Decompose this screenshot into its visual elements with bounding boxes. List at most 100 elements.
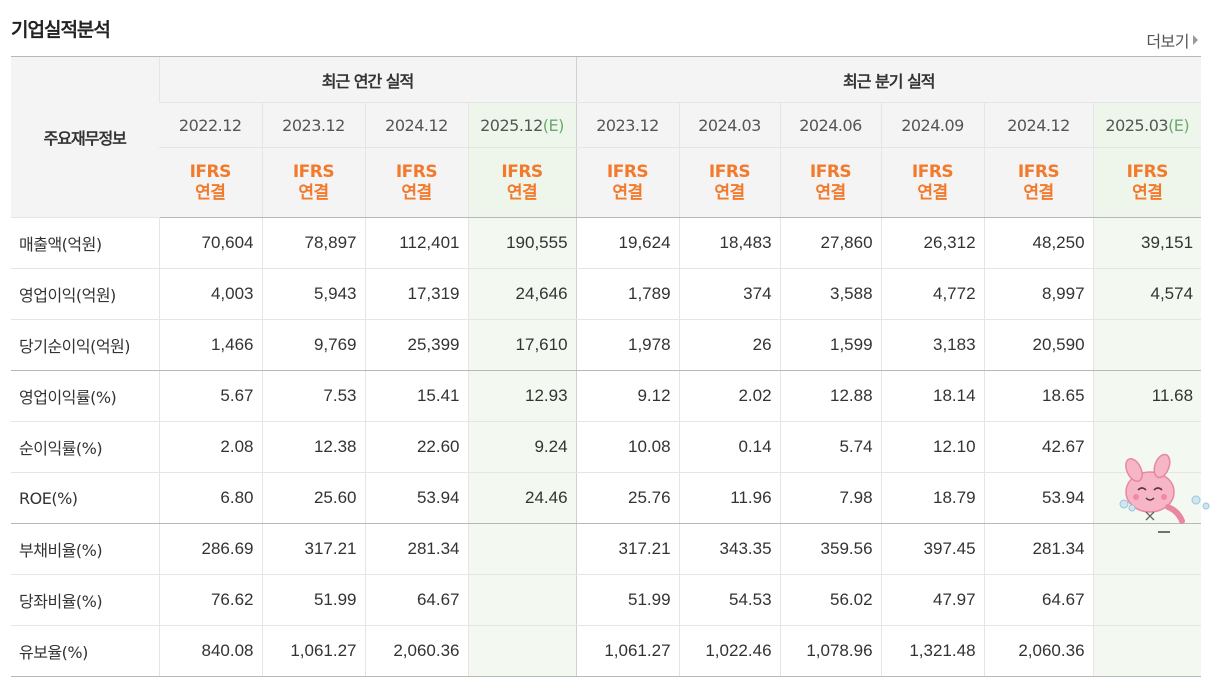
column-date-7: 2024.09	[880, 102, 985, 148]
row-label: 당기순이익(억원)	[11, 319, 159, 371]
table-cell: 5.67	[158, 370, 262, 422]
table-cell: 12.38	[261, 421, 365, 473]
table-cell: 27,860	[779, 217, 882, 269]
table-cell: 47.97	[880, 574, 985, 626]
triangle-right-icon	[1193, 35, 1198, 45]
table-cell: 6.80	[158, 472, 262, 524]
table-cell: 54.53	[678, 574, 781, 626]
table-cell: 281.34	[364, 523, 468, 575]
table-cell: 17,610	[467, 319, 577, 371]
table-cell: 53.94	[364, 472, 468, 524]
table-cell: 24,646	[467, 268, 577, 320]
table-cell: 286.69	[158, 523, 262, 575]
column-ifrs-8: IFRS 연결	[983, 147, 1094, 218]
table-cell: 2.02	[678, 370, 781, 422]
header-label: 주요재무정보	[11, 56, 159, 218]
ifrs-basis-label: 연결	[401, 182, 432, 203]
table-cell: 1,978	[575, 319, 680, 371]
table-cell: 8,997	[983, 268, 1094, 320]
ifrs-basis-label: IFRS	[189, 161, 232, 182]
table-cell: 5.74	[779, 421, 882, 473]
table-cell: 397.45	[880, 523, 985, 575]
table-cell: 22.60	[364, 421, 468, 473]
table-cell: 51.99	[575, 574, 680, 626]
table-cell: 18.79	[880, 472, 985, 524]
table-cell: 840.08	[158, 625, 262, 677]
table-cell: 56.02	[779, 574, 882, 626]
table-cell: 10.08	[575, 421, 680, 473]
table-cell: 18.14	[880, 370, 985, 422]
row-label: 매출액(억원)	[11, 217, 159, 269]
ifrs-basis-label: 연결	[917, 182, 948, 203]
table-cell: 0.14	[678, 421, 781, 473]
ifrs-basis-label: 연결	[815, 182, 846, 203]
table-cell: 4,772	[880, 268, 985, 320]
pink-rabbit-mascot	[1119, 453, 1210, 533]
table-cell: 2,060.36	[983, 625, 1094, 677]
table-cell: 9,769	[261, 319, 365, 371]
column-ifrs-3: IFRS 연결	[467, 147, 577, 218]
table-row: 매출액(억원) 70,604 78,897 112,401 190,555 19,624 1…	[11, 217, 1202, 269]
column-date-6: 2024.06	[779, 102, 882, 148]
column-date-text: 2024.12	[385, 115, 448, 135]
table-cell: 359.56	[779, 523, 882, 575]
table-cell	[1092, 574, 1202, 626]
table-cell: 78,897	[261, 217, 365, 269]
column-ifrs-0: IFRS 연결	[159, 147, 262, 218]
table-row: 당기순이익(억원) 1,466 9,769 25,399 17,610 1,978 26 1,…	[11, 319, 1202, 371]
table-cell: 4,003	[158, 268, 262, 320]
table-row: 영업이익(억원) 4,003 5,943 17,319 24,646 1,789 374 3,…	[11, 268, 1202, 320]
table-cell: 42.67	[983, 421, 1094, 473]
table-cell: 20,590	[983, 319, 1094, 371]
column-date-5: 2024.03	[678, 102, 781, 148]
row-label: 유보율(%)	[11, 625, 159, 677]
table-row: 영업이익률(%) 5.67 7.53 15.41 12.93 9.12 2.02 12.88 1…	[11, 370, 1202, 422]
table-cell: 12.88	[779, 370, 882, 422]
table-cell: 1,789	[575, 268, 680, 320]
table-cell: 1,061.27	[261, 625, 365, 677]
ifrs-basis-label: IFRS	[395, 161, 438, 182]
ifrs-basis-label: 연결	[1132, 182, 1163, 203]
table-cell: 11.96	[678, 472, 781, 524]
table-cell: 9.12	[575, 370, 680, 422]
table-cell: 76.62	[158, 574, 262, 626]
column-date-text: 2025.12	[480, 115, 543, 135]
table-cell: 4,574	[1092, 268, 1202, 320]
table-cell: 2,060.36	[364, 625, 468, 677]
estimate-marker: (E)	[1168, 115, 1190, 135]
ifrs-basis-label: 연결	[298, 182, 329, 203]
table-cell: 343.35	[678, 523, 781, 575]
column-ifrs-1: IFRS 연결	[261, 147, 365, 218]
table-cell: 64.67	[364, 574, 468, 626]
table-cell: 1,321.48	[880, 625, 985, 677]
column-ifrs-6: IFRS 연결	[779, 147, 882, 218]
table-cell	[1092, 523, 1202, 575]
ifrs-basis-label: 연결	[714, 182, 745, 203]
table-cell: 1,061.27	[575, 625, 680, 677]
table-cell: 17,319	[364, 268, 468, 320]
ifrs-basis-label: IFRS	[1126, 161, 1169, 182]
table-cell: 2.08	[158, 421, 262, 473]
table-cell: 5,943	[261, 268, 365, 320]
financial-summary-table: 주요재무정보 최근 연간 실적 최근 분기 실적 2022.12 2023.12 2…	[11, 56, 1202, 677]
ifrs-basis-label: 연결	[195, 182, 226, 203]
ifrs-basis-label: IFRS	[1017, 161, 1060, 182]
column-date-2: 2024.12	[364, 102, 468, 148]
table-cell: 1,078.96	[779, 625, 882, 677]
table-cell: 3,183	[880, 319, 985, 371]
table-cell: 39,151	[1092, 217, 1202, 269]
ifrs-basis-label: 연결	[612, 182, 643, 203]
more-link[interactable]: 더보기	[1146, 28, 1198, 52]
table-cell: 26	[678, 319, 781, 371]
table-cell: 112,401	[364, 217, 468, 269]
table-cell	[467, 523, 577, 575]
table-cell: 48,250	[983, 217, 1094, 269]
column-date-3: 2025.12(E)	[467, 102, 577, 148]
ifrs-basis-label: IFRS	[501, 161, 543, 182]
ifrs-basis-label: 연결	[506, 182, 538, 203]
table-cell: 1,599	[779, 319, 882, 371]
quarterly-group-header: 최근 분기 실적	[575, 56, 1202, 103]
table-cell: 25.76	[575, 472, 680, 524]
column-date-text: 2024.09	[901, 115, 964, 135]
column-date-9: 2025.03(E)	[1092, 102, 1202, 148]
